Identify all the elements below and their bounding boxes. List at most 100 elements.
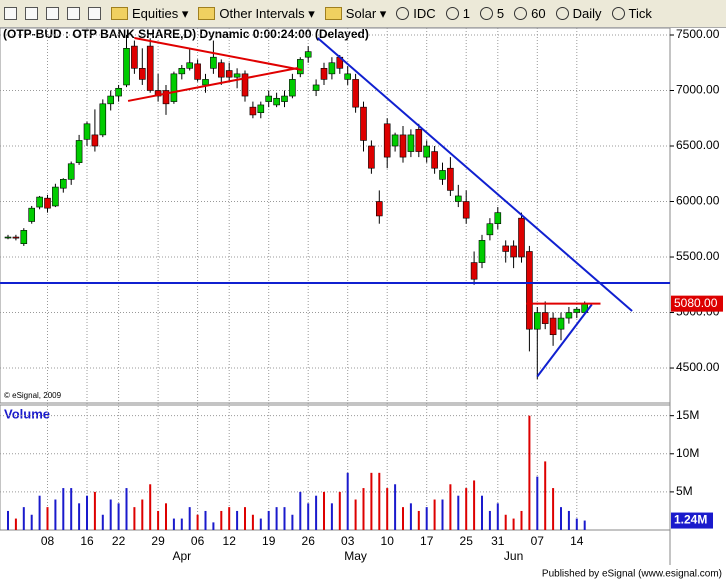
volume-bar — [315, 495, 318, 530]
candle-up — [170, 73, 178, 102]
button[interactable]: 1 — [445, 6, 470, 21]
volume-bar — [583, 520, 586, 530]
candle-up — [439, 170, 446, 180]
volume-bar — [117, 503, 120, 530]
icon[interactable] — [4, 7, 17, 20]
button[interactable]: Daily — [555, 6, 602, 21]
menu-label[interactable]: Other Intervals — [219, 6, 305, 21]
menu-label[interactable]: Solar — [345, 6, 377, 21]
volume-bar — [204, 510, 207, 530]
last-volume-box — [671, 512, 713, 529]
volume-bar — [109, 499, 112, 530]
volume-bar — [141, 499, 144, 530]
menu-label[interactable]: Equities — [132, 6, 179, 21]
candle-down — [518, 217, 525, 258]
candle-up — [454, 195, 462, 202]
volume-bar — [346, 472, 349, 530]
icon[interactable] — [88, 7, 101, 20]
candle-up — [565, 312, 573, 319]
candle-down — [368, 145, 375, 169]
y-tick-label: 5500.00 — [676, 249, 720, 263]
icon[interactable] — [25, 7, 38, 20]
candle-down — [194, 63, 201, 80]
volume-bar — [473, 480, 476, 530]
candle-down — [218, 62, 225, 78]
candle-down — [352, 79, 359, 108]
volume-bar — [465, 488, 468, 530]
candle-down — [431, 151, 438, 169]
icon[interactable] — [67, 7, 80, 20]
candle-down — [225, 70, 233, 78]
candle-down — [399, 134, 407, 158]
x-tick-label: 17 — [420, 534, 434, 548]
candle-up — [265, 95, 273, 102]
volume-bar — [283, 507, 286, 530]
button[interactable]: IDC — [396, 6, 436, 21]
candle-up — [486, 223, 494, 236]
icon[interactable] — [46, 7, 59, 20]
button[interactable]: Tick — [611, 6, 652, 21]
menu[interactable]: Equities ▾ — [111, 6, 188, 22]
candle-up — [273, 97, 280, 106]
volume-bar — [172, 518, 175, 530]
volume-bar — [457, 495, 460, 530]
candle-down — [510, 245, 517, 258]
volume-bar — [165, 503, 167, 530]
candle-up — [407, 134, 415, 152]
candle-up — [478, 240, 486, 263]
button-label[interactable]: Tick — [628, 6, 652, 21]
candle-up — [178, 67, 186, 75]
candle-up — [59, 179, 67, 189]
volume-bar — [30, 514, 33, 530]
button-label[interactable]: Daily — [572, 6, 602, 21]
candle-up — [99, 103, 107, 136]
candle-up — [312, 84, 320, 91]
volume-bar — [101, 514, 104, 530]
volume-bar — [560, 507, 562, 530]
x-tick-label: 16 — [80, 534, 94, 548]
x-tick-label: 25 — [460, 534, 474, 548]
candle-down — [241, 73, 249, 97]
button-label[interactable]: 60 — [531, 6, 546, 21]
volume-bar — [449, 484, 452, 530]
volume-bar — [575, 518, 578, 530]
volume-bar — [236, 510, 239, 530]
button[interactable]: 60 — [514, 6, 546, 21]
volume-bar — [212, 522, 215, 530]
candle-up — [115, 87, 122, 97]
volume-bar — [125, 488, 128, 530]
volume-bar — [512, 518, 515, 530]
volume-bar — [22, 507, 25, 530]
volume-bar — [307, 503, 310, 530]
button-label[interactable]: 1 — [462, 6, 470, 21]
candle-up — [83, 123, 91, 140]
volume-bar — [7, 510, 9, 530]
y-tick-label: 5M — [676, 484, 693, 498]
chart: (OTP-BUD : OTP BANK SHARE,D) Dynamic 0:0… — [0, 28, 723, 580]
volume-bar — [251, 514, 254, 530]
button-label[interactable]: 5 — [496, 6, 505, 21]
candle-up — [123, 48, 130, 86]
candle-up — [573, 308, 581, 313]
candle-down — [139, 67, 146, 80]
candle-up — [391, 134, 399, 147]
candle-up — [533, 312, 541, 330]
candle-down — [146, 45, 154, 91]
volume-bar — [259, 518, 262, 530]
candle-down — [91, 134, 99, 147]
candle-up — [296, 59, 304, 75]
candle-down — [360, 106, 367, 141]
y-tick-label: 10M — [676, 446, 699, 460]
volume-bar — [544, 461, 547, 530]
button-label[interactable]: IDC — [413, 6, 436, 21]
menu[interactable]: Other Intervals ▾ — [198, 6, 315, 22]
x-tick-label: 06 — [191, 534, 205, 548]
button[interactable]: 5 — [479, 6, 505, 21]
candle-up — [186, 62, 193, 69]
volume-bar — [536, 476, 539, 530]
volume-bar — [441, 499, 444, 530]
candle-up — [202, 79, 209, 86]
menu[interactable]: Solar ▾ — [324, 6, 386, 22]
volume-bar — [149, 484, 152, 530]
